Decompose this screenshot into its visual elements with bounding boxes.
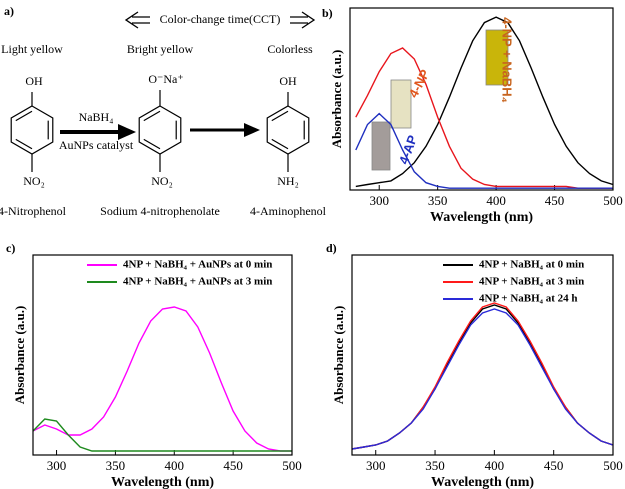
group-label: O⁻Na⁺ [148,72,183,86]
bonds [31,90,289,172]
x-tick-label: 450 [544,458,564,473]
x-tick-label: 350 [428,193,448,208]
curve-label: 4-NP + NaBH₄ [500,17,515,103]
y-axis-title: Absorbance (a.u.) [329,50,344,149]
plot-frame [351,254,614,456]
compound-label: 4-Nitrophenol [0,204,67,218]
color-label: Bright yellow [127,42,194,56]
benzene-ring [10,105,54,155]
spectrum-line [32,418,292,452]
x-tick-label: 500 [603,458,623,473]
color-label: Light yellow [1,42,63,56]
x-tick-label: 300 [369,193,389,208]
x-tick-label: 400 [485,458,505,473]
spectrum-line [351,304,614,450]
spectrum-line [32,306,292,452]
legend-label: 4NP + NaBH₄ at 24 h [479,293,578,305]
group-label: OH [279,74,297,88]
y-axis-title: Absorbance (a.u.) [331,306,346,405]
panel-label: a) [4,4,14,18]
reaction-arrows [60,123,260,140]
benzene-ring [266,105,310,155]
benzene-ring [138,105,182,155]
cct-arrows [124,11,316,29]
cuvettes [371,29,509,171]
double-bond [271,110,289,122]
spectrum-line [351,308,614,450]
x-tick-label: 350 [425,458,445,473]
group-label: NO₂ [151,174,173,188]
x-tick-label: 400 [486,193,506,208]
compound-label: 4-Aminophenol [250,204,327,218]
double-bond [271,138,289,150]
x-axis-title: Wavelength (nm) [430,210,533,225]
plot-frame [349,7,614,191]
reagent-label: NaBH₄ [79,110,114,124]
x-axis-title: Wavelength (nm) [431,475,534,489]
x-tick-label: 300 [366,458,386,473]
panel-label: b) [322,6,333,20]
legend-label: 4NP + NaBH₄ at 3 min [479,276,584,288]
group-label: OH [25,74,43,88]
legend-label: 4NP + NaBH₄ + AuNPs at 3 min [123,276,272,288]
plot-frame [32,254,293,456]
spectrum-line [355,112,613,189]
panel-label: c) [6,241,15,255]
double-bond [15,138,33,150]
curve-label: 4-AP [396,133,420,166]
color-label: Colorless [267,42,313,56]
compound-label: Sodium 4-nitrophenolate [100,204,220,218]
double-bond [143,110,161,122]
legend-label: 4NP + NaBH₄ + AuNPs at 0 min [123,259,272,271]
legend-label: 4NP + NaBH₄ at 0 min [479,259,584,271]
x-tick-label: 500 [603,193,623,208]
group-label: NH₂ [277,174,299,188]
panel-label: d) [326,241,337,255]
x-tick-label: 300 [47,458,67,473]
x-tick-label: 350 [106,458,126,473]
spectrum-line [355,47,613,189]
curve-label: 4-NP [405,67,432,100]
double-bond [143,138,161,150]
catalyst-label: AuNPs catalyst [59,138,134,152]
spectrum-line [355,16,614,188]
x-tick-label: 450 [223,458,243,473]
x-tick-label: 450 [545,193,565,208]
spectrum-line [351,302,614,450]
y-axis-title: Absorbance (a.u.) [12,306,27,405]
x-axis-title: Wavelength (nm) [111,475,214,489]
cct-label: Color-change time(CCT) [160,12,281,26]
x-tick-label: 400 [165,458,185,473]
double-bond [15,110,33,122]
group-label: NO₂ [23,174,45,188]
x-tick-label: 500 [282,458,302,473]
